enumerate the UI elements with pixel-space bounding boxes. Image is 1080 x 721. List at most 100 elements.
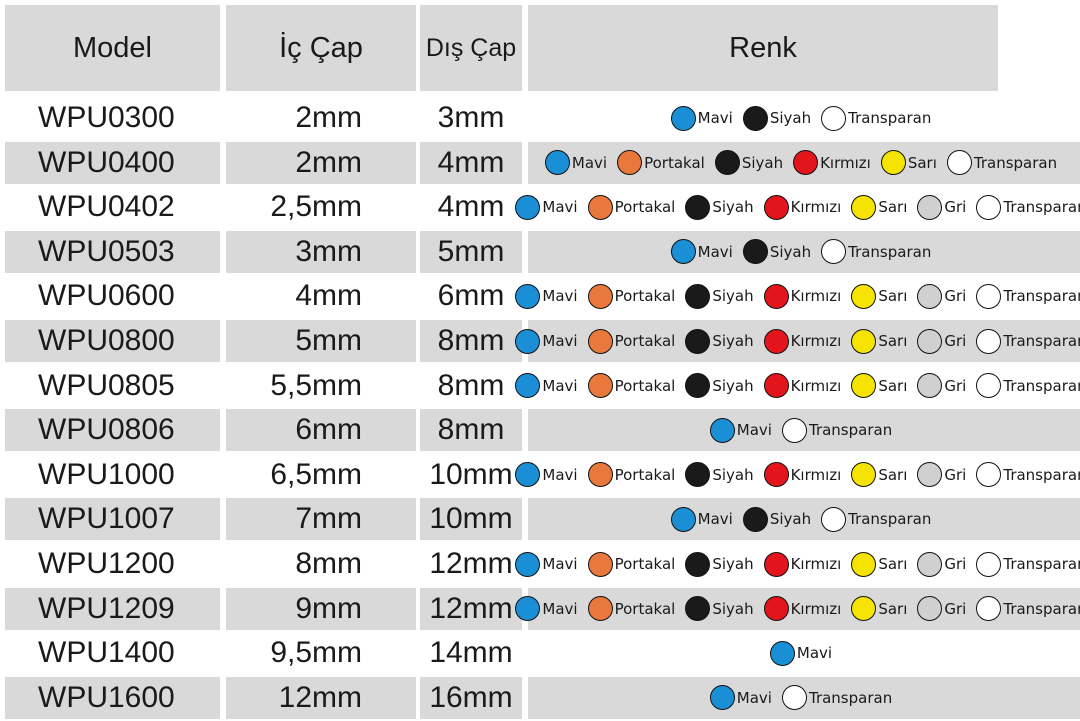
row-shading [226, 409, 416, 452]
color-dot-icon [781, 417, 807, 443]
color-label: Transparan [848, 510, 932, 529]
color-swatch: Siyah [742, 506, 812, 532]
color-label: Mavi [796, 644, 833, 663]
color-dot-icon [917, 194, 943, 220]
color-dot-icon [976, 194, 1002, 220]
renk-cell: Mavi Portakal Siyah Kırmızı Sarı Gri Transpara… [515, 320, 1080, 362]
color-label: Transparan [1003, 376, 1080, 395]
color-dot-icon [793, 150, 819, 176]
ic-cap-cell: 6,5mm [270, 457, 362, 491]
ic-cap-cell: 6mm [295, 413, 362, 447]
model-cell: WPU1000 [38, 457, 175, 491]
color-label: Siyah [741, 153, 784, 172]
color-swatch: Mavi [515, 373, 578, 399]
model-cell: WPU0300 [38, 101, 175, 134]
color-label: Siyah [769, 109, 812, 127]
color-swatch: Siyah [685, 596, 754, 622]
color-dot-icon [742, 239, 768, 265]
table-row: WPU0600 4mm 6mm Mavi Portakal Siyah Kırmızı Sar… [0, 275, 1080, 317]
color-swatch: Transparan [976, 462, 1080, 488]
color-label: Kırmızı [790, 332, 842, 350]
row-shading [5, 676, 220, 719]
color-dot-icon [742, 105, 768, 131]
model-cell: WPU1007 [38, 502, 175, 536]
color-label: Siyah [712, 555, 754, 573]
color-label: Kırmızı [790, 599, 842, 618]
color-swatch: Mavi [515, 462, 578, 488]
color-dot-icon [617, 150, 643, 176]
color-dot-icon [769, 640, 795, 666]
color-label: Kırmızı [790, 198, 842, 217]
row-shading [226, 587, 416, 630]
ic-cap-cell: 2mm [295, 101, 362, 134]
color-swatch: Siyah [714, 150, 784, 176]
color-label: Gri [944, 599, 967, 618]
color-dot-icon [670, 239, 696, 265]
color-swatch: Kırmızı [763, 551, 841, 577]
color-swatch: Siyah [685, 373, 754, 399]
color-dot-icon [515, 462, 541, 488]
color-dot-icon [917, 551, 943, 577]
color-label: Transparan [1003, 332, 1080, 350]
color-swatch: Siyah [685, 328, 754, 354]
color-dot-icon [976, 373, 1002, 399]
ic-cap-cell: 12mm [278, 680, 362, 714]
color-label: Portakal [614, 287, 676, 306]
color-label: Siyah [712, 465, 754, 484]
ic-cap-cell: 2,5mm [270, 190, 362, 224]
color-dot-icon [714, 150, 740, 176]
color-label: Mavi [542, 555, 578, 573]
color-dot-icon [851, 596, 877, 622]
color-dot-icon [685, 328, 711, 354]
color-label: Sarı [878, 332, 908, 350]
row-shading [5, 409, 220, 452]
color-swatch: Gri [917, 462, 967, 488]
color-dot-icon [763, 283, 789, 309]
color-swatch: Sarı [851, 194, 907, 220]
color-swatch: Transparan [976, 596, 1080, 622]
model-cell: WPU0800 [38, 324, 175, 357]
table-row: WPU0402 2,5mm 4mm Mavi Portakal Siyah Kırmızı S… [0, 186, 1080, 228]
color-dot-icon [821, 105, 847, 131]
ic-cap-cell: 2mm [295, 145, 362, 179]
color-label: Gri [944, 465, 967, 484]
color-label: Mavi [542, 198, 578, 217]
color-swatch: Transparan [781, 417, 892, 443]
color-swatch: Portakal [587, 373, 675, 399]
color-swatch: Mavi [670, 239, 733, 265]
model-cell: WPU1209 [38, 591, 175, 625]
dis-cap-cell: 8mm [437, 324, 505, 357]
renk-cell: Mavi [528, 632, 1080, 674]
header-dis-cap: Dış Çap [420, 5, 522, 91]
color-swatch: Sarı [851, 328, 908, 354]
color-dot-icon [917, 596, 943, 622]
ic-cap-cell: 7mm [295, 502, 362, 536]
color-dot-icon [515, 596, 541, 622]
color-dot-icon [976, 283, 1002, 309]
color-swatch: Gri [917, 596, 967, 622]
model-cell: WPU0805 [38, 368, 175, 402]
color-label: Mavi [542, 376, 578, 395]
color-label: Portakal [644, 153, 705, 172]
color-label: Mavi [542, 287, 578, 306]
dis-cap-cell: 10mm [429, 502, 513, 536]
renk-cell: Mavi Portakal Siyah Kırmızı Sarı Gri Transpara… [515, 275, 1080, 317]
color-dot-icon [763, 551, 789, 577]
renk-cell: Mavi Portakal Siyah Kırmızı Sarı Gri Transpara… [515, 186, 1080, 228]
color-label: Kırmızı [790, 376, 842, 395]
row-shading [5, 320, 220, 362]
color-swatch: Mavi [709, 417, 772, 443]
dis-cap-cell: 10mm [429, 457, 513, 491]
color-swatch: Kırmızı [793, 150, 871, 176]
color-label: Mavi [736, 421, 772, 440]
row-shading [226, 320, 416, 362]
header-ic-cap: İç Çap [226, 5, 416, 91]
color-label: Transparan [1003, 287, 1080, 306]
table-row: WPU0300 2mm 3mm Mavi Siyah Transparan [0, 97, 1080, 139]
color-label: Siyah [769, 510, 812, 529]
color-swatch: Portakal [587, 462, 675, 488]
color-swatch: Portakal [587, 194, 675, 220]
model-cell: WPU1400 [38, 636, 175, 670]
color-dot-icon [976, 551, 1002, 577]
color-label: Transparan [848, 109, 932, 127]
